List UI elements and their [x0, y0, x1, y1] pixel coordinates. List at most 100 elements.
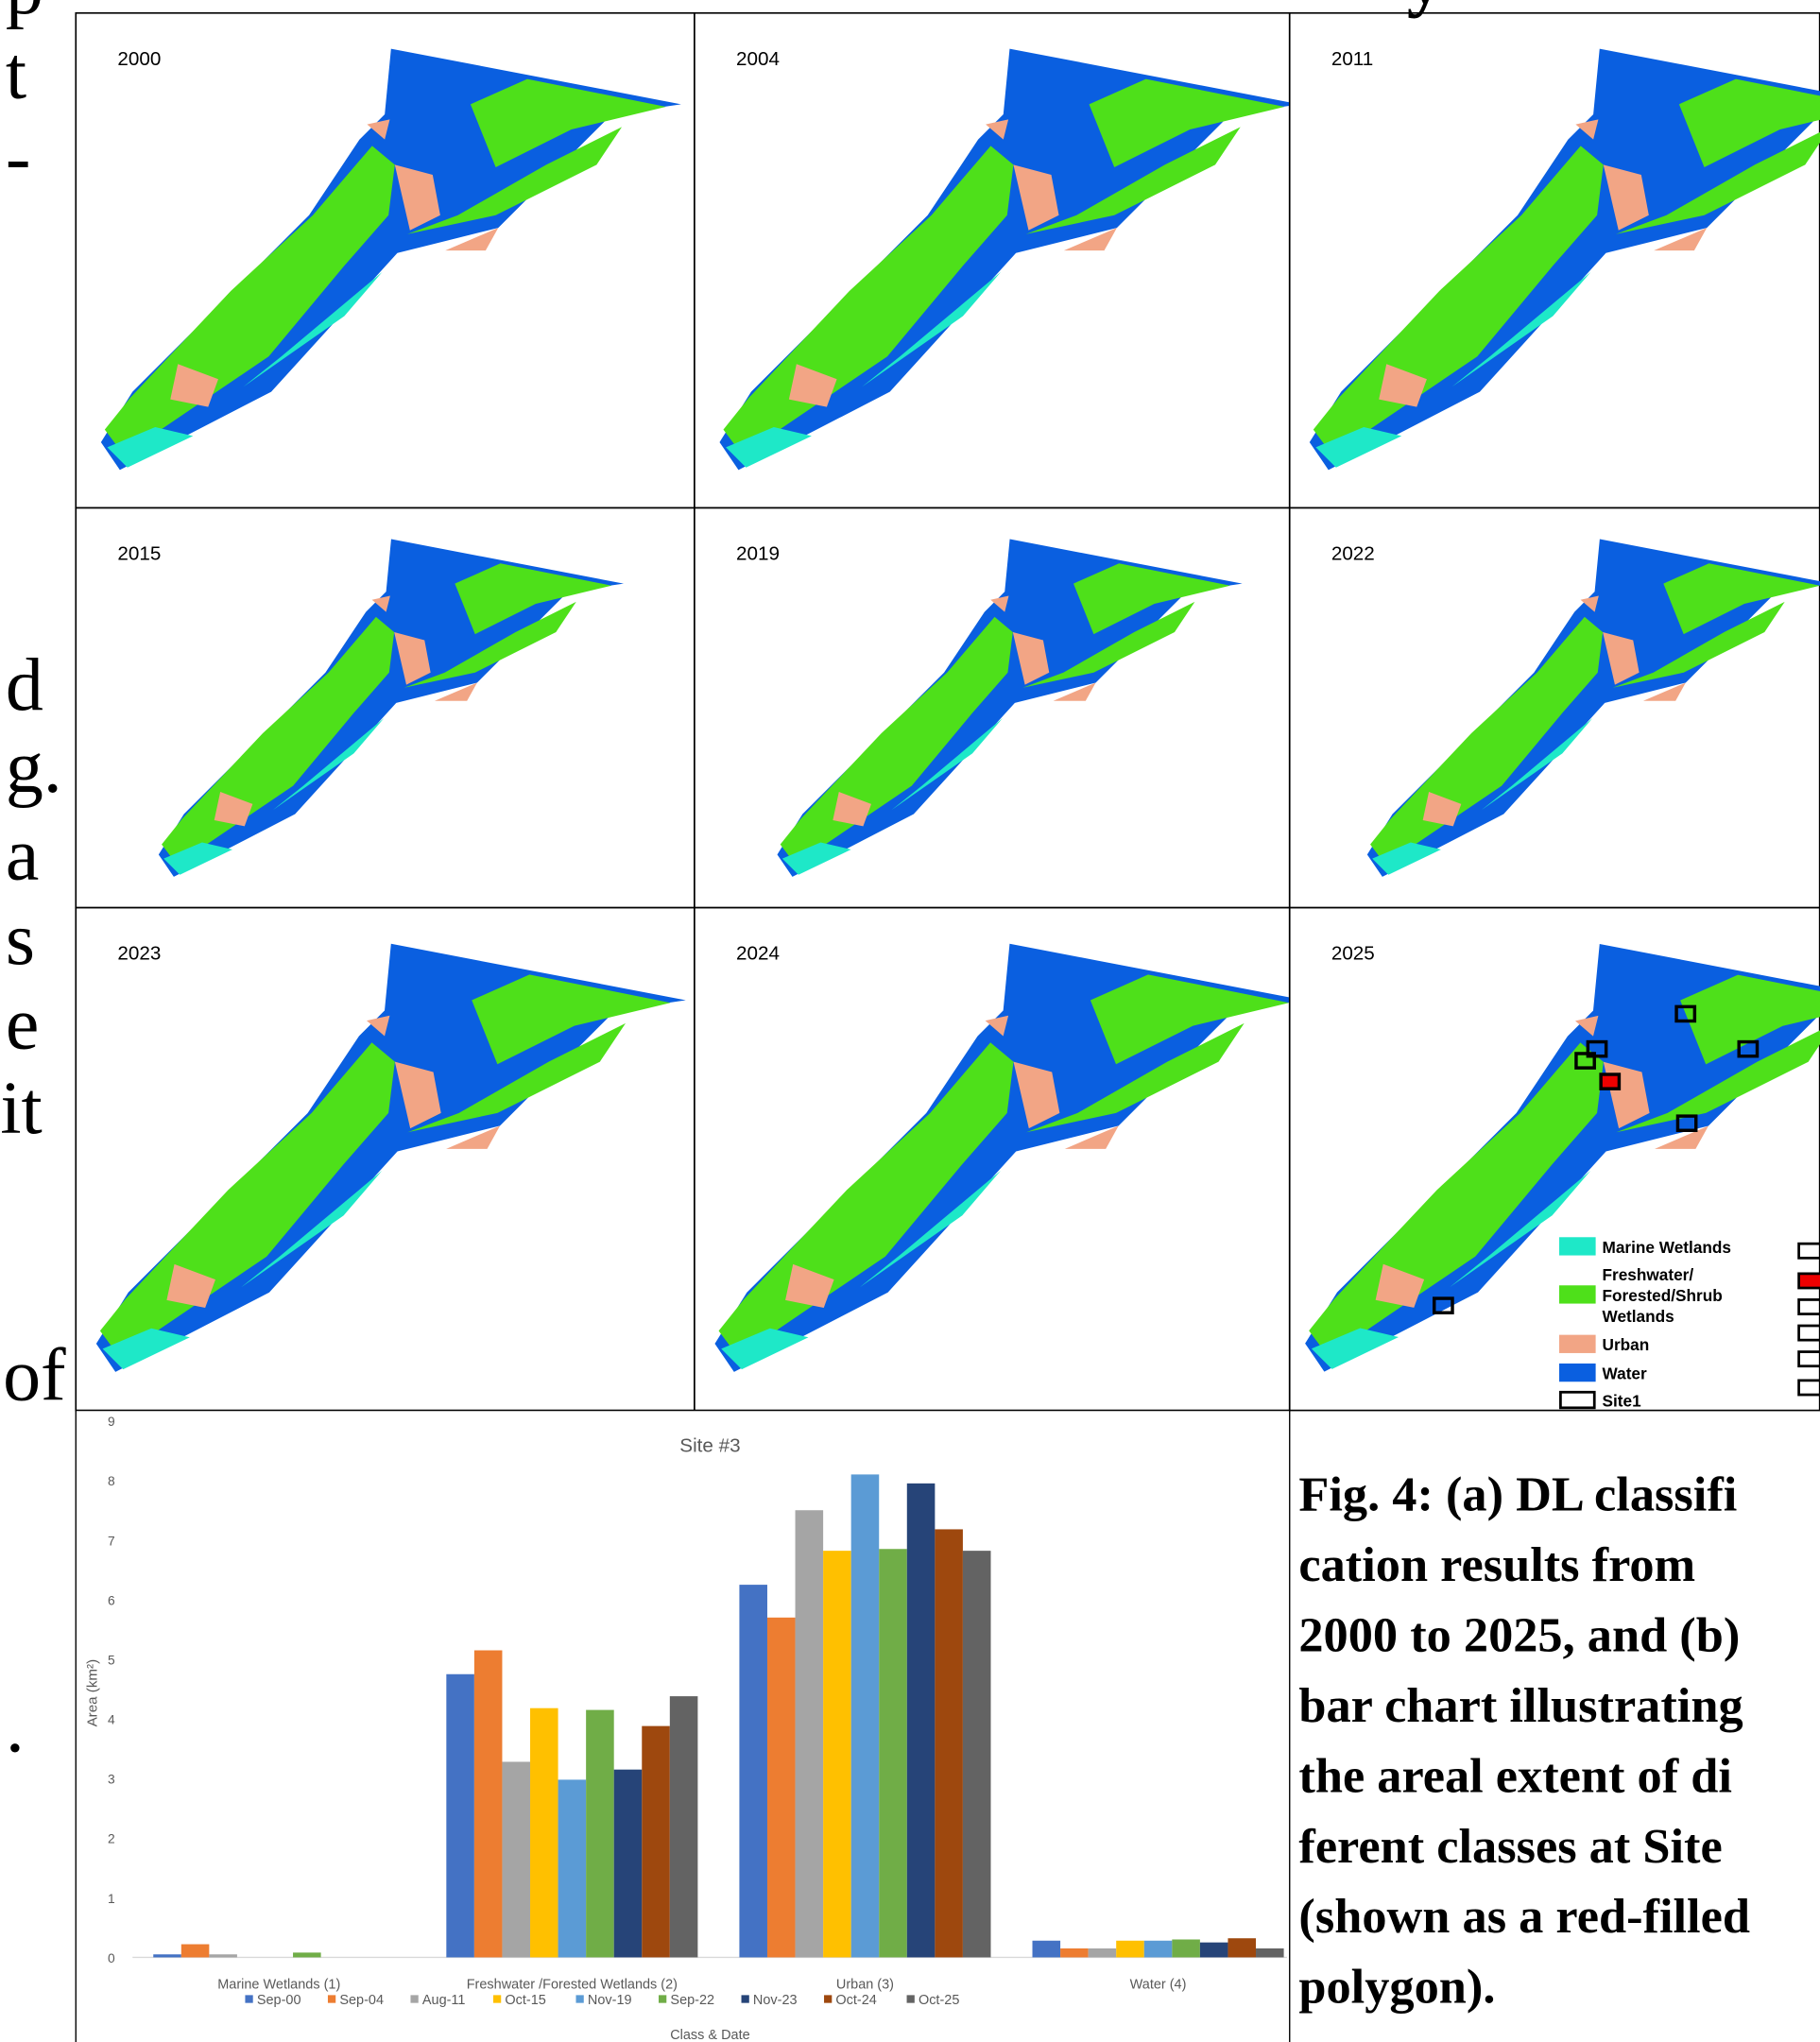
- chart-title: Site #3: [679, 1435, 740, 1457]
- page-canvas: 200020042011201520192022202320242025Mari…: [0, 0, 1820, 2042]
- map-year: 2019: [736, 543, 780, 565]
- y-tick-label: 4: [108, 1713, 115, 1727]
- bar: [963, 1551, 991, 1957]
- bar: [796, 1510, 824, 1957]
- y-tick-label: 1: [108, 1892, 115, 1906]
- y-tick-label: 9: [108, 1415, 115, 1429]
- caption-line: ferent classes at Site: [1298, 1819, 1722, 1874]
- legend-label: Oct-15: [505, 1993, 545, 2008]
- bar: [1228, 1938, 1256, 1957]
- page: { "page_fragments": {"top": "y", "left_c…: [0, 0, 1820, 2042]
- y-tick-label: 7: [108, 1534, 115, 1548]
- legend-marker: [907, 1995, 915, 2002]
- map-year: 2022: [1331, 543, 1375, 565]
- bar: [153, 1954, 181, 1957]
- caption-line: (shown as a red-filled: [1298, 1889, 1750, 1944]
- clipped-text: y: [1407, 0, 1444, 19]
- legend-label: Site1: [1603, 1391, 1642, 1410]
- map-year: 2004: [736, 48, 780, 70]
- map-year: 2011: [1331, 48, 1373, 70]
- bar: [181, 1945, 210, 1958]
- bar: [767, 1618, 796, 1958]
- x-tick-label: Water (4): [1130, 1977, 1187, 1992]
- clipped-text: .: [6, 1686, 25, 1769]
- legend-label: Urban: [1603, 1335, 1650, 1354]
- bar: [614, 1770, 643, 1958]
- x-axis-label: Class & Date: [670, 2028, 749, 2042]
- legend-marker: [493, 1995, 501, 2002]
- clipped-text: g.: [6, 726, 62, 809]
- y-tick-label: 5: [108, 1653, 115, 1667]
- legend-label: Wetlands: [1603, 1307, 1674, 1326]
- clipped-text: p: [6, 0, 43, 30]
- legend-marker: [328, 1995, 335, 2002]
- caption-line: polygon).: [1298, 1960, 1495, 2015]
- caption-line: Fig. 4: (a) DL classifi: [1298, 1467, 1737, 1522]
- clipped-text: e: [6, 982, 39, 1065]
- clipped-text: of: [3, 1334, 66, 1417]
- map-year: 2025: [1331, 943, 1375, 965]
- bar: [670, 1696, 698, 1957]
- legend-swatch: [1559, 1335, 1596, 1353]
- bar: [823, 1551, 851, 1957]
- caption-line: bar chart illustrating: [1298, 1678, 1743, 1733]
- caption-line: the areal extent of di: [1298, 1748, 1732, 1803]
- bar: [1256, 1948, 1284, 1957]
- y-tick-label: 0: [108, 1951, 115, 1965]
- bar: [1172, 1939, 1200, 1957]
- legend-label: Oct-24: [835, 1993, 876, 2008]
- bar: [1200, 1943, 1228, 1958]
- bar: [558, 1779, 587, 1957]
- x-tick-label: Marine Wetlands (1): [217, 1977, 340, 1992]
- y-axis-label: Area (km²): [84, 1659, 100, 1727]
- legend-marker: [824, 1995, 832, 2002]
- bar: [739, 1585, 767, 1957]
- bar: [502, 1761, 530, 1957]
- bar: [907, 1484, 936, 1958]
- legend-marker: [245, 1995, 252, 2002]
- clipped-text: d: [6, 643, 43, 727]
- map-year: 2000: [117, 48, 161, 70]
- legend-swatch: [1559, 1285, 1596, 1303]
- bar: [851, 1474, 880, 1957]
- legend-swatch: [1559, 1364, 1596, 1381]
- bar: [1060, 1948, 1089, 1957]
- bar: [209, 1954, 237, 1957]
- y-tick-label: 2: [108, 1832, 115, 1846]
- bar: [586, 1710, 614, 1958]
- bar: [1144, 1941, 1173, 1958]
- map-year: 2023: [117, 943, 161, 965]
- bar: [879, 1549, 907, 1957]
- bar: [935, 1529, 963, 1957]
- bar: [293, 1952, 321, 1957]
- legend-label: Nov-19: [588, 1993, 632, 2008]
- legend-label: Sep-04: [339, 1993, 384, 2008]
- bar: [474, 1651, 503, 1958]
- bar: [1033, 1941, 1061, 1958]
- legend-label: Forested/Shrub: [1603, 1286, 1723, 1305]
- legend-swatch: [1559, 1237, 1596, 1255]
- legend-marker: [659, 1995, 666, 2002]
- legend-label: Freshwater/: [1603, 1265, 1694, 1284]
- y-tick-label: 8: [108, 1474, 115, 1488]
- map-year: 2015: [117, 543, 161, 565]
- bar: [1089, 1948, 1117, 1957]
- legend-label: Oct-25: [919, 1993, 959, 2008]
- y-tick-label: 3: [108, 1773, 115, 1787]
- caption-line: 2000 to 2025, and (b): [1298, 1608, 1740, 1663]
- site-box: [1601, 1074, 1619, 1089]
- legend-label: Nov-23: [753, 1993, 798, 2008]
- legend-swatch: [1799, 1274, 1820, 1288]
- legend-marker: [742, 1995, 749, 2002]
- clipped-text: t: [6, 31, 26, 114]
- clipped-text: a: [6, 813, 39, 896]
- caption-line: cation results from: [1298, 1537, 1695, 1592]
- x-tick-label: Urban (3): [836, 1977, 894, 1992]
- legend-label: Sep-22: [670, 1993, 714, 2008]
- bar: [446, 1674, 474, 1958]
- legend-label: Aug-11: [422, 1993, 466, 2008]
- legend-marker: [575, 1995, 583, 2002]
- bar: [642, 1726, 670, 1958]
